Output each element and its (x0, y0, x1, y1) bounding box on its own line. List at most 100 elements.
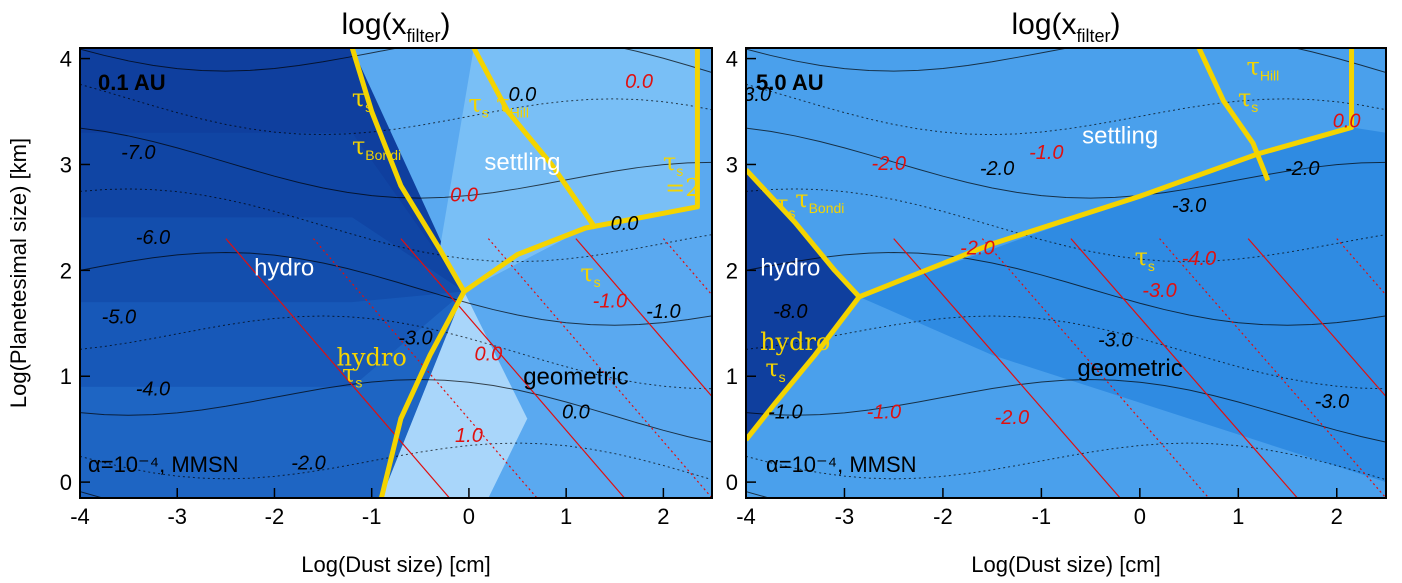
x-tick-label: -3 (835, 504, 855, 529)
tau-label: τs (765, 354, 785, 385)
x-tick-label: -2 (933, 504, 953, 529)
panel-left-labels: hydro settling geometric -7.0 -6.0 -5.0 -4.0 -2… (102, 71, 701, 474)
region-label: hydro (760, 255, 820, 282)
red-contour-label: -2.0 (872, 153, 906, 175)
boundary-stokes2 (858, 48, 1355, 300)
tau-label: τs (775, 190, 795, 221)
contour-line (746, 127, 1386, 199)
x-tick-label: -3 (167, 504, 187, 529)
contour-label: -8.0 (773, 301, 807, 323)
contour-label: -3.0 (398, 327, 432, 349)
tau-label: τs (352, 84, 372, 115)
color-band (80, 291, 465, 498)
x-tick-label: 2 (657, 504, 669, 529)
tau-label: τHill (1247, 52, 1280, 83)
panel-left-axes: -4 -3 -2 -1 0 1 2 0 1 2 3 4 (60, 47, 670, 529)
red-contour-label: 0.0 (625, 71, 653, 93)
tau-label: τBondi (795, 185, 844, 216)
panel-left-ylabel: Log(Planetesimal size) [km] (6, 138, 31, 408)
red-contour-line (981, 238, 1210, 498)
panel-right-params: α=10⁻⁴, MMSN (766, 452, 917, 477)
panel-right-labels: hydro settling geometric -3.0 -2.0 -2.0 -3.0 -8… (746, 52, 1361, 429)
boundary-stokes2 (462, 48, 700, 294)
contour-label: -1.0 (768, 402, 802, 424)
y-tick-label: 3 (726, 152, 738, 177)
tau-label: =2 (665, 174, 700, 202)
contour-line (746, 251, 1386, 326)
tau-label: τs (1135, 243, 1155, 274)
x-tick-label: -4 (70, 504, 90, 529)
region-label: geometric (523, 364, 628, 391)
boundary-bondi (746, 168, 862, 299)
y-tick-label: 3 (60, 152, 72, 177)
panel-right-location: 5.0 AU (756, 70, 824, 95)
red-contour-line (575, 238, 712, 398)
boundary-hill (1196, 48, 1271, 182)
contour-line (80, 127, 712, 199)
contour-label: -2.0 (980, 158, 1014, 180)
red-contour-label: -4.0 (1182, 248, 1216, 270)
color-band (80, 291, 465, 498)
x-tick-label: 0 (463, 504, 475, 529)
boundary-hill (471, 48, 598, 230)
red-contour-line (1247, 238, 1386, 398)
y-tick-label: 2 (60, 258, 72, 283)
hydro-fill (746, 169, 860, 440)
y-tick-label: 1 (60, 364, 72, 389)
region-label: hydro (254, 255, 314, 282)
panel-left-title: log(xfilter) (341, 8, 450, 46)
red-contour-label: -1.0 (867, 402, 901, 424)
region-label: geometric (1077, 355, 1182, 382)
panel-right-title: log(xfilter) (1011, 8, 1120, 46)
red-contour-label: -3.0 (1142, 280, 1176, 302)
contour-label: 0.0 (508, 84, 536, 106)
panel-right-boundaries (746, 48, 1355, 442)
tau-label: τs (580, 259, 600, 290)
contour-label: -3.0 (1315, 391, 1349, 413)
panel-right-frame (745, 47, 1387, 499)
contour-label: -2.0 (1285, 158, 1319, 180)
boundary-hydro (746, 295, 862, 442)
red-contour-line (1070, 238, 1298, 498)
tau-label: hydro (760, 328, 830, 356)
red-contour-label: -2.0 (995, 407, 1029, 429)
panel-right-color-bands (746, 127, 1386, 483)
contour-line (746, 379, 1386, 443)
contour-label: -3.0 (1172, 195, 1206, 217)
tau-label: τs (342, 360, 362, 391)
panel-right: log(xfilter) hydrosettlinggeometric-3.0-… (726, 8, 1387, 577)
boundary-hydro (378, 290, 467, 498)
y-tick-label: 1 (726, 364, 738, 389)
contour-line (746, 188, 1386, 263)
red-contour-label: -1.0 (1029, 142, 1063, 164)
red-contour-line (487, 238, 712, 498)
panel-left-params: α=10⁻⁴, MMSN (88, 452, 239, 477)
contour-line (80, 379, 712, 443)
red-contour-label: 0.0 (474, 343, 502, 365)
red-contour-line (893, 238, 1121, 498)
tau-label: hydro (337, 344, 407, 372)
contour-line (746, 83, 1386, 136)
boundary-bondi (349, 48, 467, 293)
color-band (80, 132, 465, 498)
red-contour-label: 0.0 (450, 185, 478, 207)
panel-left-frame (79, 47, 713, 499)
contour-line (80, 83, 712, 136)
tau-label: τBondi (352, 132, 401, 163)
contour-label: -4.0 (136, 378, 170, 400)
tau-label: τs (469, 90, 489, 121)
panel-left-xlabel: Log(Dust size) [cm] (301, 552, 491, 577)
red-contour-line (225, 238, 450, 498)
red-contour-label: 0.0 (1333, 110, 1361, 132)
y-tick-label: 4 (726, 47, 738, 72)
x-tick-label: -1 (1032, 504, 1052, 529)
red-contour-line (1159, 238, 1386, 498)
panel-right-xlabel: Log(Dust size) [cm] (971, 552, 1161, 577)
x-tick-label: 2 (1331, 504, 1343, 529)
contour-line (80, 188, 712, 263)
panel-left-boundaries (349, 48, 700, 498)
red-contour-line (400, 238, 625, 498)
contour-label: -3.0 (1098, 330, 1132, 352)
x-tick-label: -1 (362, 504, 382, 529)
